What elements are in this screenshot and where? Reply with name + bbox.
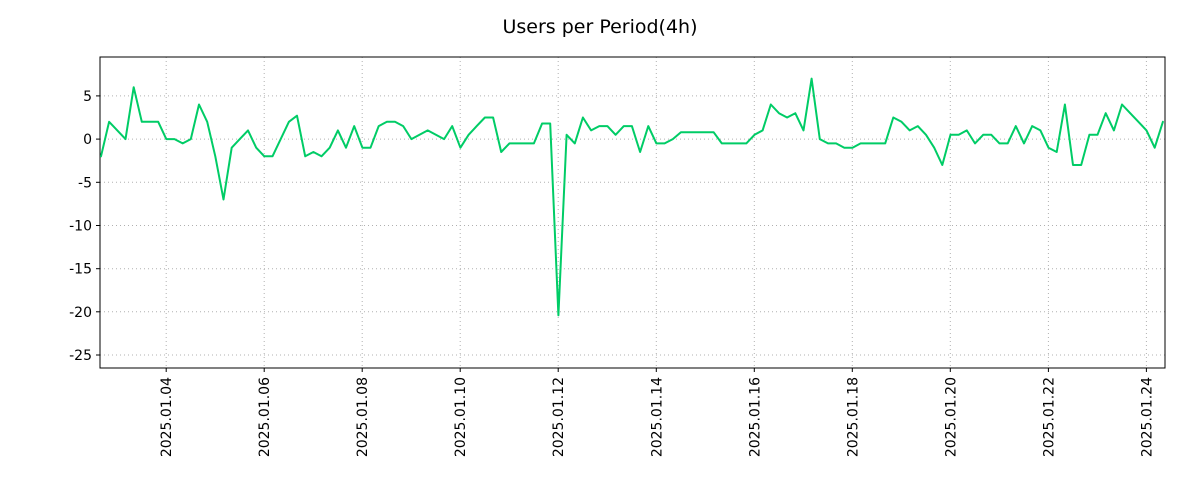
x-tick-label: 2025.01.16 [747, 377, 763, 457]
x-tick-label: 2025.01.20 [943, 377, 959, 457]
y-tick-label: 0 [83, 132, 92, 148]
y-tick-label: -10 [69, 219, 92, 235]
chart-title: Users per Period(4h) [502, 16, 698, 38]
x-tick-label: 2025.01.18 [845, 377, 861, 457]
y-tick-label: -20 [69, 305, 92, 321]
x-tick-label: 2025.01.14 [649, 377, 665, 457]
x-tick-label: 2025.01.24 [1139, 377, 1155, 457]
data-series-line [100, 77, 1164, 317]
x-tick-label: 2025.01.06 [257, 377, 273, 457]
y-tick-label: -25 [69, 348, 92, 364]
y-tick-label: -5 [78, 175, 92, 191]
x-tick-label: 2025.01.04 [159, 377, 175, 457]
y-tick-label: -15 [69, 262, 92, 278]
plot-border [99, 56, 1166, 369]
x-tick-label: 2025.01.10 [453, 377, 469, 457]
y-tick-label: 5 [83, 89, 92, 105]
x-tick-label: 2025.01.12 [551, 377, 567, 457]
x-tick-label: 2025.01.08 [355, 377, 371, 457]
x-tick-label: 2025.01.22 [1041, 377, 1057, 457]
